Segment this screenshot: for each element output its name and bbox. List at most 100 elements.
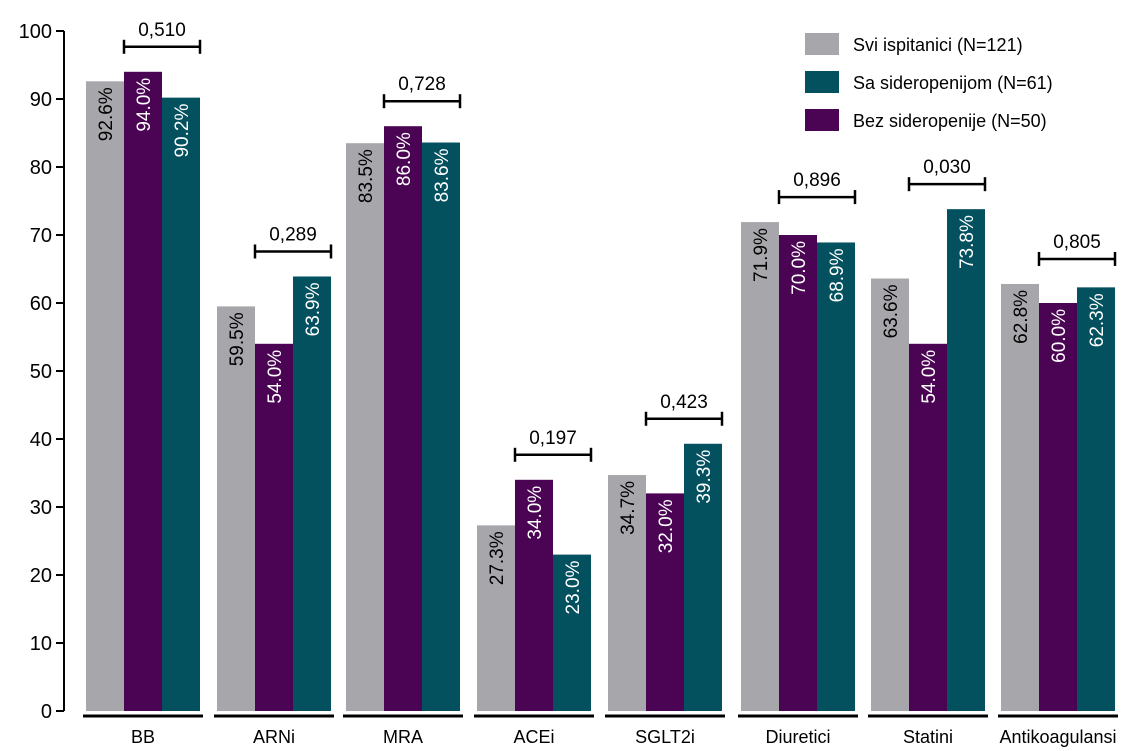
bar-data-label: 54.0% (919, 350, 940, 404)
legend-item: Svi ispitanici (N=121) (805, 33, 1023, 55)
bar (346, 143, 384, 711)
bar-data-label: 92.6% (96, 87, 117, 141)
category-label: ARNi (253, 727, 295, 747)
bar-data-label: 86.0% (394, 132, 415, 186)
bar-data-label: 83.6% (432, 148, 453, 202)
bar (553, 554, 591, 711)
bar (477, 525, 515, 711)
legend-label: Bez sideropenije (N=50) (853, 111, 1047, 131)
p-value-label: 0,030 (923, 157, 971, 178)
bar-data-label: 68.9% (827, 248, 848, 302)
p-value-label: 0,896 (793, 170, 841, 191)
bar-group: 59.5% 54.0% 63.9% (217, 276, 331, 711)
bar-data-label: 62.3% (1087, 293, 1108, 347)
bar-data-label: 39.3% (694, 450, 715, 504)
bar (1077, 287, 1115, 711)
legend-swatch (805, 33, 839, 55)
bar (779, 235, 817, 711)
p-value-bracket: 0,896 (777, 170, 857, 205)
p-value-label: 0,423 (660, 392, 708, 413)
bar (741, 222, 779, 711)
y-tick-label: 80 (30, 157, 52, 179)
bar-data-label: 94.0% (134, 78, 155, 132)
bar (608, 475, 646, 711)
bar (871, 278, 909, 711)
bar-data-label: 73.8% (957, 215, 978, 269)
category-label: MRA (383, 727, 423, 747)
bar-data-label: 54.0% (265, 350, 286, 404)
bar-data-label: 34.0% (525, 486, 546, 540)
legend-swatch (805, 71, 839, 93)
y-tick-label: 10 (30, 633, 52, 655)
p-value-label: 0,197 (529, 428, 577, 449)
p-value-bracket: 0,289 (253, 224, 333, 259)
bar (1001, 283, 1039, 711)
bar (293, 276, 331, 711)
y-tick-label: 90 (30, 89, 52, 111)
bar-data-label: 62.8% (1011, 290, 1032, 344)
bar-data-label: 70.0% (789, 241, 810, 295)
bar (422, 142, 460, 711)
category-label: Antikoagulansi (999, 727, 1116, 747)
bar (684, 443, 722, 711)
bar-group: 34.7% 32.0% 39.3% (608, 443, 722, 711)
category-label: Statini (903, 727, 953, 747)
y-tick-label: 100 (19, 21, 52, 43)
bar-data-label: 34.7% (618, 481, 639, 535)
y-tick-label: 50 (30, 361, 52, 383)
y-tick-label: 0 (41, 701, 52, 723)
category-label: ACEi (513, 727, 554, 747)
legend-item: Sa sideropenijom (N=61) (805, 71, 1053, 93)
x-axis: BB ARNi MRA ACEi SGLT2i Diuretici Statini Antik… (83, 714, 1118, 747)
bar (1039, 303, 1077, 711)
bar-group: 62.8% 60.0% 62.3% (1001, 283, 1115, 711)
bar (217, 306, 255, 711)
p-value-bracket: 0,423 (644, 392, 724, 426)
category-label: BB (131, 727, 155, 747)
category-label: Diuretici (765, 727, 830, 747)
legend-swatch (805, 109, 839, 131)
bar (162, 97, 200, 711)
bar (646, 493, 684, 711)
p-value-label: 0,805 (1053, 232, 1101, 253)
p-value-bracket: 0,805 (1037, 232, 1117, 266)
y-tick-label: 40 (30, 429, 52, 451)
p-value-label: 0,510 (138, 20, 186, 41)
bar (86, 81, 124, 711)
p-value-bracket: 0,197 (513, 428, 593, 462)
bar-data-label: 90.2% (172, 104, 193, 158)
bar-group: 63.6% 54.0% 73.8% (871, 209, 985, 711)
bar-group: 27.3% 34.0% 23.0% (477, 479, 591, 711)
p-value-label: 0,728 (398, 74, 446, 95)
bar (515, 479, 553, 711)
bar (817, 242, 855, 712)
category-label: SGLT2i (635, 727, 695, 747)
p-value-bracket: 0,510 (122, 20, 202, 54)
bar (909, 343, 947, 711)
bar-group: 92.6% 94.0% 90.2% (86, 71, 200, 712)
legend-label: Sa sideropenijom (N=61) (853, 73, 1053, 93)
legend-item: Bez sideropenije (N=50) (805, 109, 1047, 131)
bar-data-label: 23.0% (563, 560, 584, 614)
bar-data-label: 71.9% (751, 228, 772, 282)
y-tick-label: 60 (30, 293, 52, 315)
y-tick-label: 30 (30, 497, 52, 519)
bar-group: 71.9% 70.0% 68.9% (741, 222, 855, 712)
bar-data-label: 32.0% (656, 499, 677, 553)
bar (947, 209, 985, 711)
bar-groups: 92.6% 94.0% 90.2% 59.5% 54.0% 63.9% 83.5% 86.0%… (86, 71, 1115, 712)
p-value-bracket: 0,030 (907, 157, 987, 192)
bar (384, 126, 422, 711)
y-tick-label: 20 (30, 565, 52, 587)
p-value-brackets: 0,510 0,289 0,728 0,197 0,423 0,896 0,030 0,805 (122, 20, 1117, 462)
bar (124, 71, 162, 712)
bar-data-label: 63.9% (303, 282, 324, 336)
bar-data-label: 63.6% (881, 284, 902, 338)
legend: Svi ispitanici (N=121) Sa sideropenijom (… (805, 33, 1053, 131)
bar-group: 83.5% 86.0% 83.6% (346, 126, 460, 711)
bar-data-label: 59.5% (227, 312, 248, 366)
y-tick-label: 70 (30, 225, 52, 247)
p-value-bracket: 0,728 (382, 74, 462, 109)
bar-data-label: 83.5% (356, 149, 377, 203)
